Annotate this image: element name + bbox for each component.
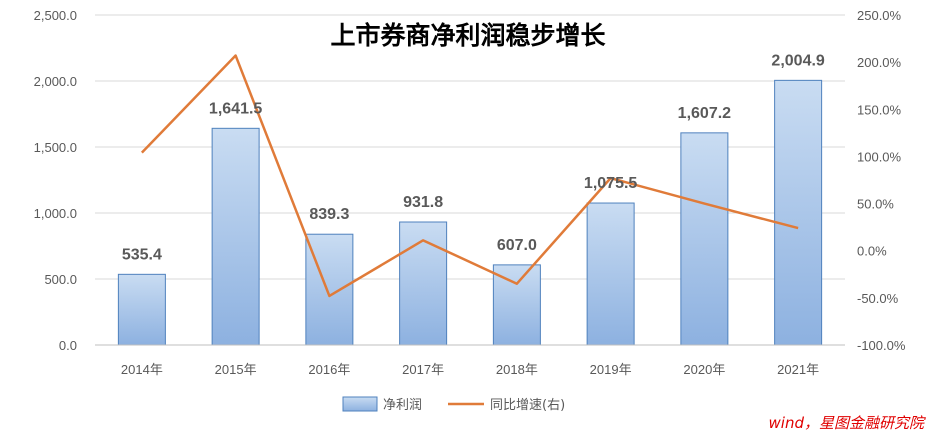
y-right-tick-label: -100.0%: [857, 338, 906, 353]
bar: [774, 79, 823, 346]
bar-data-label: 607.0: [497, 237, 537, 254]
x-tick-label: 2016年: [308, 362, 350, 377]
x-tick-label: 2017年: [402, 362, 444, 377]
y-right-tick-label: 50.0%: [857, 197, 894, 212]
legend-line-label: 同比增速(右): [490, 398, 565, 413]
y-right-tick-label: 100.0%: [857, 149, 902, 164]
x-tick-label: 2018年: [496, 362, 538, 377]
line-series: [140, 54, 799, 298]
y-left-tick-label: 0.0: [59, 338, 77, 353]
y-right-tick-label: -50.0%: [857, 291, 899, 306]
legend: 净利润 同比增速(右): [342, 396, 565, 413]
y-right-tick-label: 250.0%: [857, 8, 902, 23]
data-labels: 535.4 1,641.5 839.3 931.8 607.0 1,075.5 1,607.…: [122, 52, 825, 263]
bar: [680, 132, 729, 346]
y-left-tick-label: 1,000.0: [34, 206, 77, 221]
bar-data-label: 535.4: [122, 246, 162, 263]
x-tick-label: 2019年: [590, 362, 632, 377]
y-left-tick-label: 1,500.0: [34, 140, 77, 155]
y-right-tick-label: 150.0%: [857, 102, 902, 117]
bar: [492, 264, 541, 346]
y-right-tick-label: 0.0%: [857, 244, 887, 259]
bar-data-label: 839.3: [309, 206, 349, 223]
x-tick-label: 2021年: [777, 362, 819, 377]
bar: [586, 202, 635, 346]
legend-bar-label: 净利润: [383, 398, 422, 413]
grid: [95, 14, 845, 280]
bar-data-label: 2,004.9: [771, 52, 824, 69]
y-left-tick-label: 2,000.0: [34, 74, 77, 89]
bar-data-label: 931.8: [403, 194, 443, 211]
bar: [211, 127, 260, 346]
bar: [399, 221, 448, 346]
y-right-tick-label: 200.0%: [857, 55, 902, 70]
y-left-tick-label: 500.0: [44, 272, 77, 287]
bar-data-label: 1,641.5: [209, 100, 262, 117]
x-tick-label: 2020年: [683, 362, 725, 377]
axes: 0.0 500.0 1,000.0 1,500.0 2,000.0 2,500.0 -100…: [34, 8, 906, 377]
growth-line: [140, 54, 799, 298]
legend-bar-swatch: [342, 396, 378, 412]
chart-title: 上市券商净利润稳步增长: [330, 21, 606, 50]
bar: [117, 273, 166, 346]
bar-data-label: 1,607.2: [678, 105, 731, 122]
x-tick-label: 2014年: [121, 362, 163, 377]
x-tick-label: 2015年: [215, 362, 257, 377]
bar-data-label: 1,075.5: [584, 175, 637, 192]
source-note: wind，星图金融研究院: [769, 414, 926, 432]
y-left-tick-label: 2,500.0: [34, 8, 77, 23]
